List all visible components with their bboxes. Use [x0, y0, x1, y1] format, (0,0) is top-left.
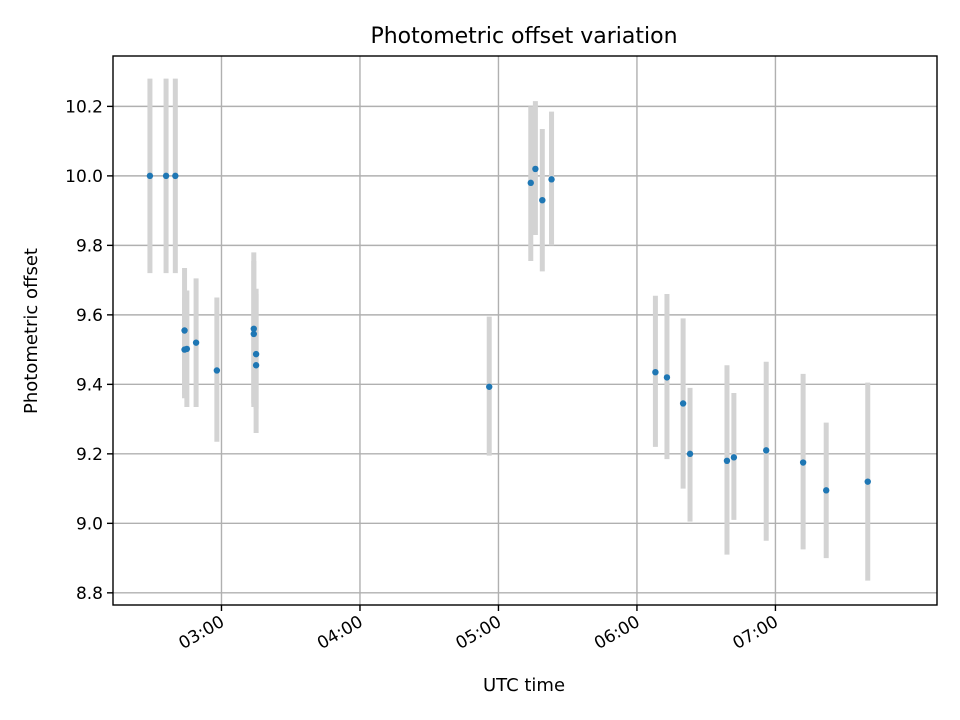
error-bars — [147, 78, 871, 581]
data-point — [162, 172, 170, 180]
data-point — [679, 400, 687, 407]
data-point — [663, 374, 671, 381]
x-axis-label: UTC time — [483, 675, 565, 696]
y-tick-label: 10.2 — [65, 97, 103, 117]
data-point — [172, 172, 179, 180]
data-point — [252, 350, 260, 358]
data-point — [252, 362, 260, 369]
y-tick-label: 9.8 — [76, 236, 103, 256]
data-point — [799, 459, 807, 466]
y-tick-label: 10.0 — [65, 167, 103, 187]
data-point — [539, 196, 546, 204]
data-point — [686, 450, 694, 458]
x-tick-label: 07:00 — [729, 612, 781, 654]
y-tick-label: 9.2 — [76, 445, 103, 465]
data-point — [146, 172, 154, 180]
data-point — [532, 165, 539, 173]
y-axis-ticks: 8.8 9.0 9.2 9.4 9.6 9.8 10.0 10.2 — [65, 97, 113, 604]
data-points — [146, 165, 871, 494]
data-point — [823, 487, 830, 494]
data-point — [652, 368, 659, 376]
x-tick-label: 05:00 — [453, 612, 505, 654]
data-point — [527, 179, 534, 187]
y-tick-label: 9.6 — [76, 306, 103, 326]
x-tick-label: 06:00 — [591, 612, 643, 654]
data-point — [548, 176, 555, 183]
data-point — [730, 454, 738, 461]
x-tick-label: 04:00 — [314, 612, 366, 654]
data-point — [864, 478, 871, 485]
data-point — [213, 367, 221, 374]
data-point — [192, 339, 200, 346]
x-tick-label: 03:00 — [176, 612, 228, 654]
y-tick-label: 8.8 — [76, 584, 103, 604]
chart-title: Photometric offset variation — [370, 24, 677, 49]
data-point — [183, 345, 191, 353]
y-axis-label: Photometric offset — [21, 248, 42, 414]
grid-lines — [113, 56, 937, 605]
x-axis-ticks: 03:00 04:00 05:00 06:00 07:00 — [176, 605, 782, 654]
plot-frame — [112, 55, 938, 606]
data-point — [181, 327, 188, 334]
data-point — [723, 457, 731, 465]
data-point — [250, 325, 257, 332]
data-point — [250, 330, 257, 338]
y-tick-label: 9.0 — [76, 514, 103, 534]
data-point — [486, 383, 493, 390]
y-tick-label: 9.4 — [76, 375, 103, 395]
data-point — [762, 447, 770, 454]
